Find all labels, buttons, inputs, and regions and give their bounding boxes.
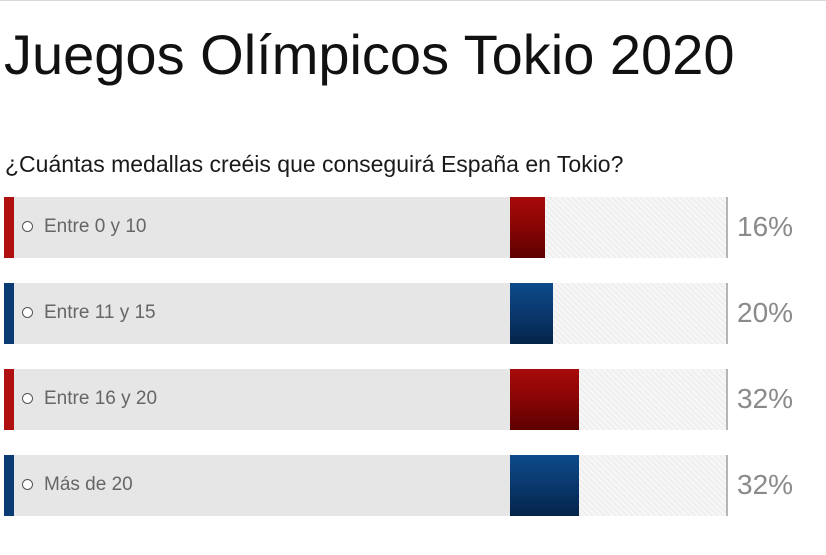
result-bar-fill (510, 197, 545, 258)
poll-option-3[interactable]: Más de 20 32% (4, 455, 826, 516)
option-label-area[interactable]: Entre 11 y 15 (14, 283, 510, 344)
option-label: Más de 20 (44, 474, 133, 495)
option-accent-bar (4, 369, 14, 430)
option-percent: 20% (737, 297, 794, 328)
result-bar-fill (510, 369, 579, 430)
result-bar-track (510, 455, 728, 516)
radio-button-icon[interactable] (22, 393, 33, 404)
option-label-area[interactable]: Más de 20 (14, 455, 510, 516)
result-bar-track (510, 369, 728, 430)
poll-option-2[interactable]: Entre 16 y 20 32% (4, 369, 826, 430)
option-label-area[interactable]: Entre 0 y 10 (14, 197, 510, 258)
radio-button-icon[interactable] (22, 307, 33, 318)
poll-option-0[interactable]: Entre 0 y 10 16% (4, 197, 826, 258)
radio-button-icon[interactable] (22, 221, 33, 232)
option-percent: 16% (737, 211, 794, 242)
option-percent: 32% (737, 383, 794, 414)
option-accent-bar (4, 197, 14, 258)
result-bar-fill (510, 455, 579, 516)
radio-button-icon[interactable] (22, 479, 33, 490)
top-divider (0, 0, 826, 1)
option-label: Entre 16 y 20 (44, 388, 158, 409)
option-label-area[interactable]: Entre 16 y 20 (14, 369, 510, 430)
option-accent-bar (4, 283, 14, 344)
option-label: Entre 11 y 15 (44, 302, 156, 323)
result-bar-track (510, 197, 728, 258)
poll-options: Entre 0 y 10 16% Entre 11 y 15 20% Entre… (4, 197, 826, 541)
result-bar-track (510, 283, 728, 344)
option-label: Entre 0 y 10 (44, 216, 147, 237)
page-title: Juegos Olímpicos Tokio 2020 (4, 23, 735, 86)
option-percent: 32% (737, 469, 794, 500)
poll-question: ¿Cuántas medallas creéis que conseguirá … (5, 151, 624, 177)
result-bar-fill (510, 283, 553, 344)
option-accent-bar (4, 455, 14, 516)
poll-option-1[interactable]: Entre 11 y 15 20% (4, 283, 826, 344)
